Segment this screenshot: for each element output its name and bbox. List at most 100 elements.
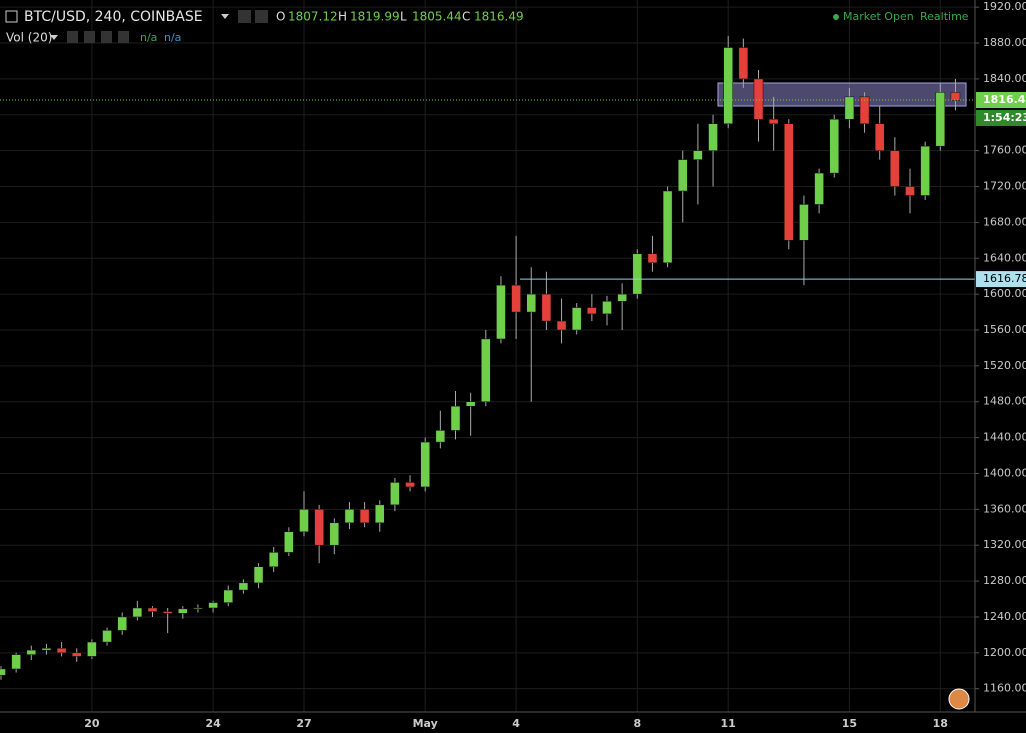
candle-body xyxy=(87,641,97,657)
candle-body xyxy=(253,566,264,584)
candle-body xyxy=(814,172,824,205)
ohlc-value: 1805.44 xyxy=(412,10,462,24)
y-tick-label: 1520.00 xyxy=(983,359,1026,372)
ohlc-value: 1819.99 xyxy=(350,10,400,24)
candle-body xyxy=(284,531,294,553)
market-status: Market Open xyxy=(843,10,914,23)
candle-body xyxy=(935,92,946,147)
volume-label: Vol (20) xyxy=(6,31,52,45)
settings-icon[interactable] xyxy=(238,10,251,23)
volume-value: n/a xyxy=(140,31,157,44)
candle-body xyxy=(708,123,718,151)
x-tick-label: 15 xyxy=(842,717,857,730)
candle-body xyxy=(375,504,385,524)
candle-body xyxy=(784,123,794,241)
candle-body xyxy=(72,652,82,657)
hline-label: 1616.78 xyxy=(983,272,1026,285)
candle-body xyxy=(147,607,158,612)
candle-body xyxy=(738,47,749,80)
ohlc-key: H xyxy=(338,10,347,24)
ohlc-key: C xyxy=(462,10,470,24)
candle-body xyxy=(359,509,370,524)
ohlc-value: 1816.49 xyxy=(474,10,524,24)
candle-body xyxy=(465,401,476,407)
candle-body xyxy=(602,301,612,315)
candle-body xyxy=(390,482,400,506)
y-tick-label: 1840.00 xyxy=(983,72,1026,85)
candle-body xyxy=(299,509,309,533)
candle-body xyxy=(223,589,233,603)
candle-body xyxy=(238,582,249,591)
candle-body xyxy=(753,78,764,120)
candle-body xyxy=(56,648,67,654)
candle-body xyxy=(193,607,203,610)
candle-body xyxy=(435,430,446,443)
x-tick-label: 8 xyxy=(633,717,641,730)
candle-body xyxy=(420,441,430,488)
candle-body xyxy=(102,630,112,643)
candle-body xyxy=(571,307,582,331)
candle-body xyxy=(768,119,779,124)
last-price-label: 1816.49 xyxy=(983,93,1026,106)
settings-icon[interactable] xyxy=(67,31,78,43)
status-dot xyxy=(833,14,839,20)
notification-icon[interactable] xyxy=(948,688,970,710)
candle-body xyxy=(647,253,658,263)
plot xyxy=(0,35,975,680)
candle-body xyxy=(587,307,597,315)
candle-body xyxy=(874,123,885,151)
candle-body xyxy=(11,654,21,670)
candle-body xyxy=(693,150,703,160)
candle-body xyxy=(329,522,340,546)
candle-body xyxy=(950,92,961,101)
candle-body xyxy=(844,96,855,120)
realtime-status: Realtime xyxy=(920,10,969,23)
candle-body xyxy=(314,509,324,546)
volume-ma-value: n/a xyxy=(164,31,181,44)
last-price-box xyxy=(976,91,1026,108)
symbol-title[interactable]: BTC/USD, 240, COINBASE xyxy=(24,9,203,25)
candle-body xyxy=(920,145,930,196)
candle-body xyxy=(405,482,415,488)
y-tick-label: 1480.00 xyxy=(983,395,1026,408)
candle-body xyxy=(208,602,218,609)
candle-body xyxy=(829,119,839,174)
header: BTC/USD, 240, COINBASE O 1807.12 H 1819.99 L… xyxy=(5,9,969,45)
candle-body xyxy=(344,509,355,524)
candle-body xyxy=(117,616,127,631)
settings-icon[interactable] xyxy=(255,10,268,23)
x-tick-label: 20 xyxy=(84,717,100,730)
settings-icon[interactable] xyxy=(101,31,112,43)
y-tick-label: 1680.00 xyxy=(983,215,1026,228)
y-tick-label: 1880.00 xyxy=(983,36,1026,49)
y-tick-label: 1720.00 xyxy=(983,180,1026,193)
candle-body xyxy=(268,552,279,567)
settings-icon[interactable] xyxy=(84,31,95,43)
countdown-box xyxy=(976,109,1026,126)
x-tick-label: 11 xyxy=(721,717,736,730)
axes: 1160.00 1200.00 1240.00 1280.00 1320.00 1360.… xyxy=(84,0,1026,730)
candle-body xyxy=(511,284,521,313)
ohlc-value: 1807.12 xyxy=(288,10,338,24)
y-tick-label: 1280.00 xyxy=(983,574,1026,587)
candle-body xyxy=(41,648,52,651)
hline-label-box xyxy=(976,271,1026,288)
dropdown-arrow[interactable] xyxy=(50,35,58,40)
y-tick-label: 1200.00 xyxy=(983,646,1026,659)
candle-body xyxy=(723,47,733,124)
y-tick-label: 1560.00 xyxy=(983,323,1026,336)
y-tick-label: 1400.00 xyxy=(983,466,1026,479)
x-tick-label: 4 xyxy=(512,717,520,730)
candle-body xyxy=(481,338,491,402)
x-tick-label: 24 xyxy=(205,717,221,730)
close-icon[interactable] xyxy=(118,31,129,43)
dropdown-arrow[interactable] xyxy=(221,14,229,19)
candle-body xyxy=(541,293,552,322)
x-tick-label: 18 xyxy=(933,717,948,730)
y-tick-label: 1440.00 xyxy=(983,431,1026,444)
collapse-icon[interactable] xyxy=(5,10,18,23)
x-tick-label: May xyxy=(413,717,438,730)
candle-body xyxy=(859,96,870,124)
